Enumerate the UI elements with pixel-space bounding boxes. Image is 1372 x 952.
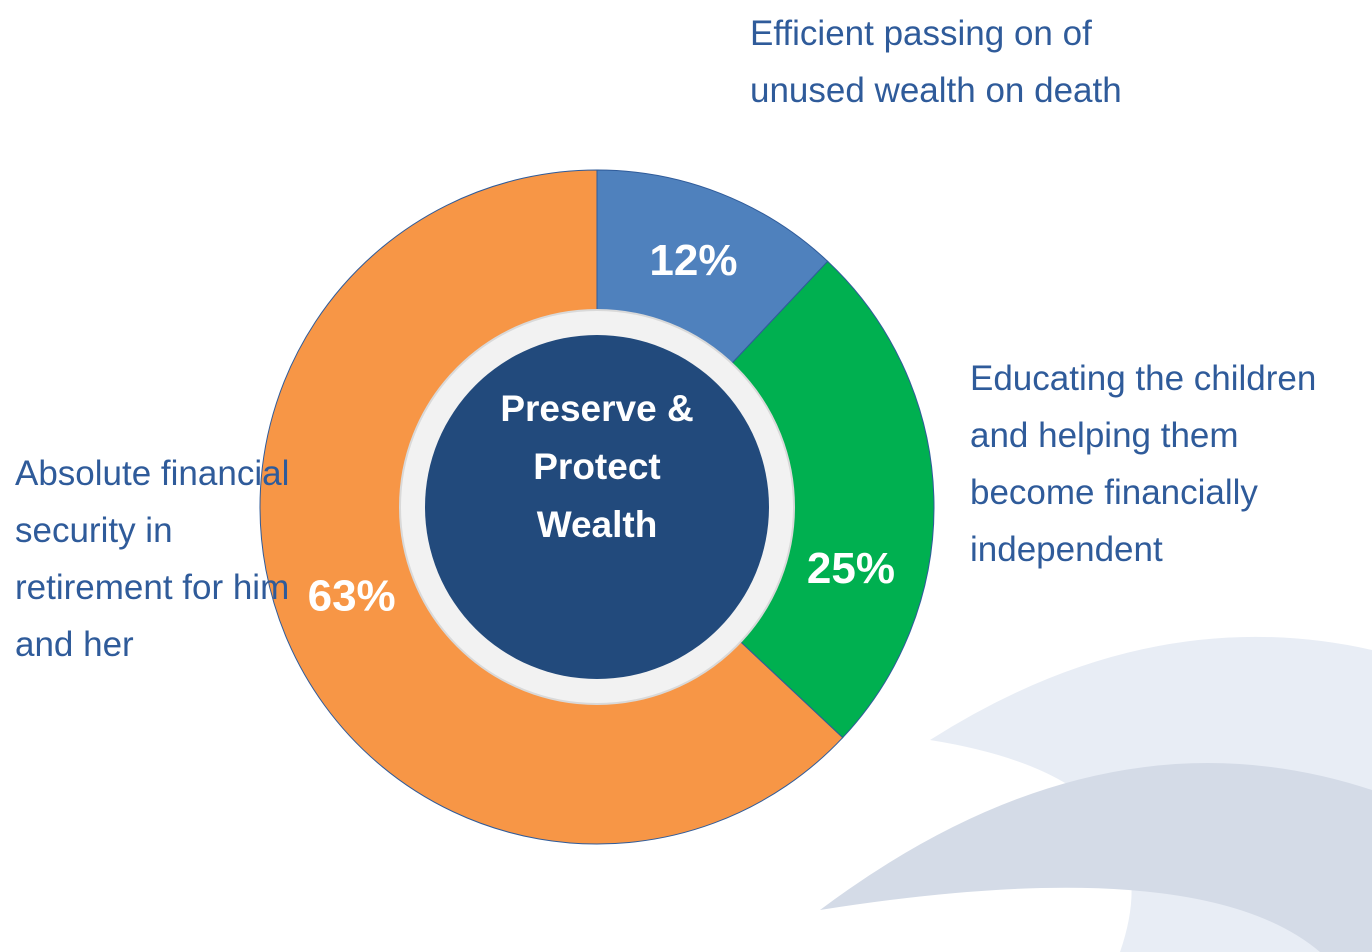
category-label: Absolute financial security in retiremen… [15,454,290,664]
category-label: Educating the children and helping them … [970,359,1317,569]
value-label: 12% [649,236,737,285]
value-label: 63% [308,572,396,621]
value-labels: 12% 25% 63% [308,236,895,621]
background-swoosh [820,636,1372,952]
category-label: Efficient passing on of unused wealth on… [750,14,1122,110]
value-label: 25% [807,544,895,593]
center-circle [425,335,769,679]
center-text: Preserve & Protect Wealth [500,388,694,545]
